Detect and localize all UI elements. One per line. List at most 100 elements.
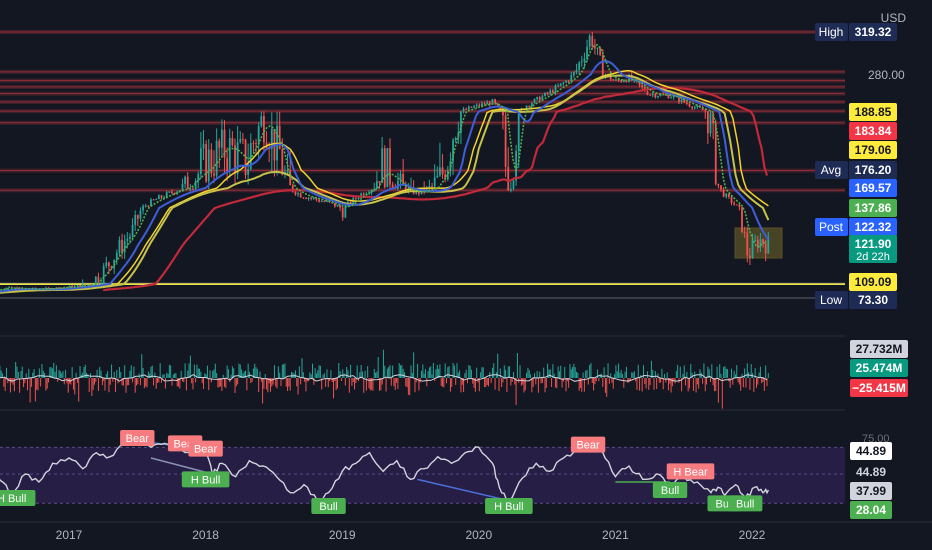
candle[interactable] [601,55,604,77]
candle[interactable] [615,79,617,81]
bull-divergence-label[interactable]: H Bull [485,498,533,514]
candle[interactable] [186,176,189,190]
candle[interactable] [620,80,623,82]
candle[interactable] [312,197,315,199]
candle[interactable] [220,129,223,148]
candle[interactable] [205,143,208,182]
candle[interactable] [249,143,252,170]
candle[interactable] [727,193,730,197]
bear-divergence-label[interactable]: Bear [570,436,606,453]
candle[interactable] [754,239,757,241]
candle[interactable] [189,189,192,191]
candle[interactable] [570,75,573,82]
candle[interactable] [462,108,465,112]
candle[interactable] [591,35,594,47]
candle[interactable] [588,35,591,47]
candle[interactable] [341,207,344,218]
candle[interactable] [712,113,715,124]
candle[interactable] [586,46,588,59]
candle[interactable] [475,104,478,107]
candle[interactable] [207,149,210,182]
candle[interactable] [263,116,265,143]
candle[interactable] [168,191,171,193]
candle[interactable] [247,169,250,175]
candle[interactable] [625,81,628,83]
candle[interactable] [349,201,352,204]
candle[interactable] [354,197,357,199]
candle[interactable] [525,105,528,110]
candle[interactable] [748,255,751,259]
candle[interactable] [741,207,743,233]
candle[interactable] [638,81,641,86]
candle[interactable] [473,106,475,108]
candle[interactable] [538,96,541,101]
candle[interactable] [81,284,84,287]
price-label-group[interactable]: Low 73.30 [815,291,897,309]
candle[interactable] [184,176,187,184]
candle[interactable] [181,183,184,191]
candle[interactable] [389,148,391,185]
candle[interactable] [735,204,738,206]
candle[interactable] [460,111,462,133]
candle[interactable] [709,113,712,134]
candle[interactable] [160,195,163,198]
time-axis[interactable]: 2017 2018 2019 2020 2021 2022 [0,521,932,550]
candle[interactable] [92,284,95,286]
candle[interactable] [441,167,444,175]
candle[interactable] [551,90,554,93]
candle[interactable] [565,80,567,83]
price-label-group[interactable]: 137.86 [849,199,897,217]
candle[interactable] [730,196,733,203]
candle[interactable] [373,188,376,190]
candle[interactable] [751,240,754,259]
candle[interactable] [512,180,515,189]
candle[interactable] [575,69,578,73]
candle[interactable] [339,205,341,208]
price-scale[interactable]: USD 280.00 High 319.32 188.85 183.84 179.06 Av… [815,11,906,519]
candle[interactable] [670,97,672,99]
candle[interactable] [415,190,418,194]
candle[interactable] [68,285,71,288]
candle[interactable] [428,186,431,189]
candle[interactable] [10,286,13,289]
bull-divergence-label[interactable]: Bull [311,498,346,514]
candle[interactable] [596,47,599,49]
candle[interactable] [336,205,339,207]
candle[interactable] [79,285,81,287]
candle[interactable] [94,276,97,285]
candle[interactable] [391,184,394,189]
bear-divergence-label[interactable]: Bear [188,440,223,457]
candle[interactable] [559,83,562,86]
candle[interactable] [738,204,741,208]
candle[interactable] [71,285,74,288]
candle[interactable] [192,189,194,191]
candle[interactable] [509,188,512,191]
candle[interactable] [129,236,131,239]
candle[interactable] [467,106,470,110]
candle[interactable] [152,199,155,201]
candle[interactable] [218,140,221,148]
candle[interactable] [762,239,764,244]
candle[interactable] [504,115,507,167]
candle[interactable] [481,103,483,107]
candle[interactable] [554,85,557,93]
candle[interactable] [84,284,87,286]
candle[interactable] [541,96,544,101]
candle[interactable] [213,173,215,176]
candle[interactable] [530,103,533,107]
candle[interactable] [239,139,242,143]
candle[interactable] [654,94,657,98]
candle[interactable] [108,262,110,267]
price-label-group[interactable]: Post 122.32 [815,218,897,236]
candle[interactable] [717,183,720,186]
candle[interactable] [725,193,728,197]
candle[interactable] [165,192,168,198]
candle[interactable] [622,81,625,83]
bull-divergence-label[interactable]: H Bull [181,471,230,488]
bear-divergence-label[interactable]: H Bear [666,463,715,480]
price-label-group[interactable]: 179.06 [849,141,897,159]
price-panel[interactable] [0,30,845,299]
candle[interactable] [155,199,158,201]
candle[interactable] [310,197,313,199]
